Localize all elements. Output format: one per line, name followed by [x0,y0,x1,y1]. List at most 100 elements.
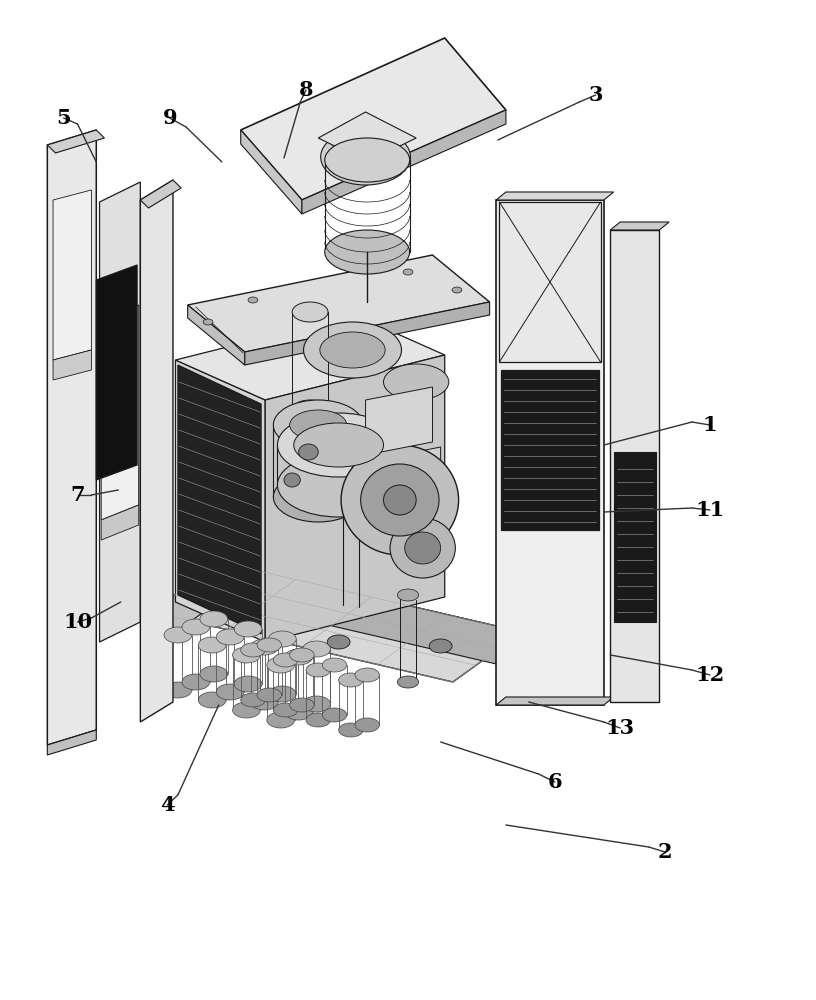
Polygon shape [101,505,139,540]
Ellipse shape [164,682,192,698]
Ellipse shape [303,641,330,657]
Ellipse shape [294,423,384,467]
Polygon shape [501,370,599,530]
Ellipse shape [182,619,210,635]
Ellipse shape [268,686,296,702]
Ellipse shape [306,663,330,677]
Polygon shape [245,302,490,365]
Ellipse shape [182,674,210,690]
Text: 10: 10 [63,612,92,632]
Ellipse shape [251,694,278,710]
Ellipse shape [384,364,449,400]
Ellipse shape [273,703,298,717]
Polygon shape [178,365,261,634]
Polygon shape [366,447,441,535]
Polygon shape [151,562,522,682]
Ellipse shape [200,666,228,682]
Ellipse shape [273,653,298,667]
Polygon shape [53,190,91,360]
Ellipse shape [452,287,462,293]
Polygon shape [151,562,220,650]
Polygon shape [614,452,656,622]
Polygon shape [101,305,139,520]
Text: 3: 3 [588,85,603,105]
Ellipse shape [403,269,413,275]
Ellipse shape [273,472,363,522]
Text: 8: 8 [299,80,313,100]
Polygon shape [100,182,140,642]
Polygon shape [188,305,245,365]
Ellipse shape [322,658,347,672]
Ellipse shape [327,635,350,649]
Ellipse shape [511,627,534,641]
Ellipse shape [322,708,347,722]
Ellipse shape [233,702,260,718]
Text: 6: 6 [548,772,562,792]
Polygon shape [47,130,96,745]
Ellipse shape [241,643,265,657]
Ellipse shape [285,704,313,720]
Ellipse shape [339,673,363,687]
Polygon shape [610,222,669,230]
Ellipse shape [268,631,296,647]
Text: 13: 13 [605,718,635,738]
Ellipse shape [303,696,330,712]
Text: 7: 7 [70,485,85,505]
Ellipse shape [397,676,419,688]
Ellipse shape [198,692,226,708]
Ellipse shape [234,676,262,692]
Ellipse shape [257,688,282,702]
Ellipse shape [355,718,379,732]
Ellipse shape [216,629,244,645]
Ellipse shape [290,410,347,440]
Ellipse shape [325,138,410,182]
Ellipse shape [216,684,244,700]
Polygon shape [47,730,96,755]
Text: 1: 1 [703,415,717,435]
Polygon shape [53,350,91,380]
Polygon shape [610,230,659,702]
Ellipse shape [267,657,295,673]
Text: 4: 4 [160,795,175,815]
Polygon shape [366,387,432,455]
Ellipse shape [306,713,330,727]
Text: 12: 12 [695,665,725,685]
Ellipse shape [290,648,314,662]
Polygon shape [175,360,265,642]
Ellipse shape [325,230,410,274]
Polygon shape [140,180,181,208]
Ellipse shape [221,599,244,613]
Ellipse shape [429,639,452,653]
Ellipse shape [277,453,400,517]
Polygon shape [265,355,445,642]
Ellipse shape [203,319,213,325]
Text: 9: 9 [162,108,177,128]
Ellipse shape [361,464,439,536]
Ellipse shape [397,589,419,601]
Ellipse shape [405,532,441,564]
Polygon shape [96,265,137,480]
Polygon shape [499,202,601,362]
Ellipse shape [267,712,295,728]
Ellipse shape [200,611,228,627]
Polygon shape [496,200,604,705]
Ellipse shape [198,637,226,653]
Ellipse shape [390,518,455,578]
Ellipse shape [292,302,328,322]
Polygon shape [241,130,302,214]
Ellipse shape [257,638,282,652]
Text: 11: 11 [695,500,725,520]
Polygon shape [241,38,506,200]
Ellipse shape [234,621,262,637]
Polygon shape [140,180,173,722]
Text: 2: 2 [658,842,672,862]
Ellipse shape [355,668,379,682]
Polygon shape [175,315,445,400]
Ellipse shape [341,445,459,555]
Ellipse shape [329,135,402,179]
Polygon shape [188,255,490,352]
Ellipse shape [292,400,328,420]
Polygon shape [318,112,416,162]
Ellipse shape [241,693,265,707]
Polygon shape [220,562,522,670]
